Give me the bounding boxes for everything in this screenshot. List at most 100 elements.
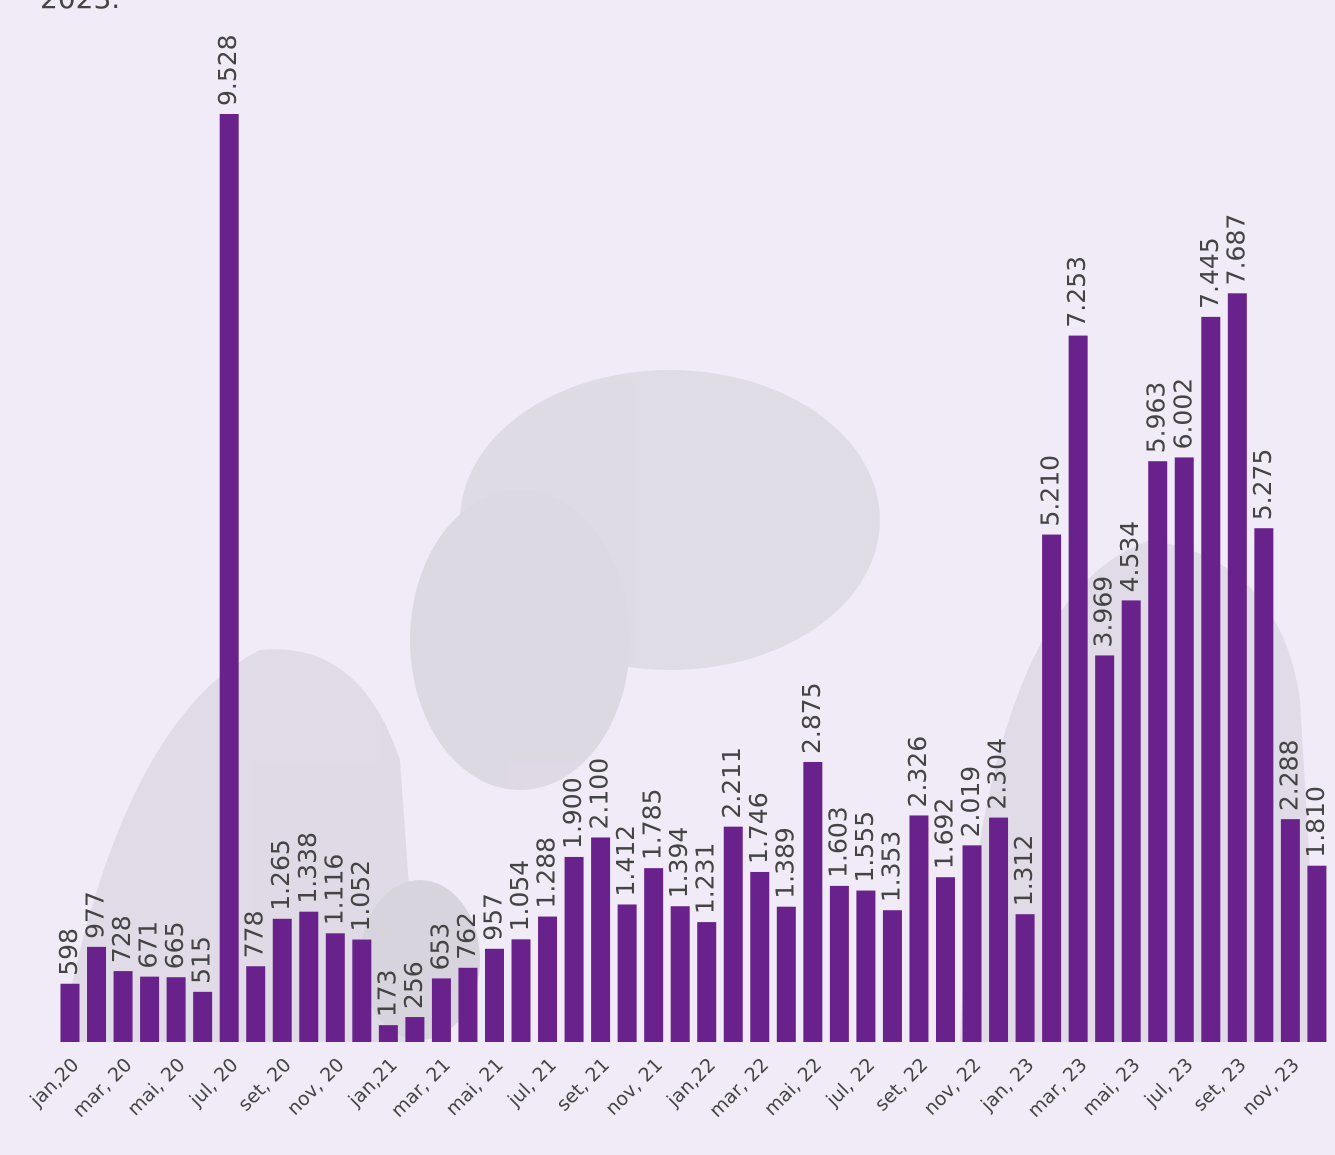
value-label: 1.312 [1009,835,1038,907]
value-label: 957 [478,893,507,941]
bar [644,868,664,1042]
value-label: 3.969 [1089,576,1118,648]
value-label: 515 [187,936,216,984]
bar [962,845,982,1042]
bar [219,114,239,1042]
bar [856,890,876,1042]
value-label: 2.211 [717,747,746,819]
bar [405,1017,425,1042]
bar [538,916,558,1042]
value-label: 2.326 [903,736,932,808]
bar [299,911,319,1042]
bar [1068,335,1088,1042]
value-label: 1.810 [1301,786,1330,858]
bar [246,966,266,1042]
value-label: 1.555 [850,811,879,883]
x-tick-label: mar, 20 [68,1054,136,1122]
bar [458,967,478,1042]
x-tick-label: mai, 20 [123,1054,189,1120]
value-label: 653 [425,923,454,971]
value-label: 1.394 [664,827,693,899]
value-label: 1.265 [266,839,295,911]
bar [776,906,796,1042]
value-label: 1.231 [691,843,720,915]
x-tick-label: nov, 21 [601,1054,667,1120]
value-label: 671 [134,921,163,969]
bar [670,906,690,1042]
bar [1307,865,1327,1042]
bar [564,856,584,1042]
value-label: 5.275 [1248,449,1277,521]
value-label: 762 [452,912,481,960]
value-label: 1.288 [532,837,561,909]
bar [909,815,929,1042]
x-tick-label: jul, 21 [503,1054,561,1112]
x-tick-label: mai, 22 [760,1054,826,1120]
x-tick-label: jul, 22 [821,1054,879,1112]
bar [1015,914,1035,1042]
value-label: 7.687 [1221,214,1250,286]
value-label: 5.963 [1142,382,1171,454]
value-label: 1.412 [611,825,640,897]
bar [829,885,849,1042]
value-label: 1.692 [929,798,958,870]
x-tick-label: mar, 22 [705,1054,773,1122]
bar [60,983,80,1042]
bar [87,946,107,1042]
bar [1148,461,1168,1042]
x-tick-label: mai, 23 [1078,1054,1144,1120]
x-tick-label: jul, 20 [185,1054,243,1112]
value-label: 1.389 [770,827,799,899]
value-label: 2.304 [983,738,1012,810]
bar [1121,600,1141,1042]
bar [1227,293,1247,1043]
value-label: 1.116 [319,854,348,926]
bar [431,978,451,1042]
value-label: 977 [81,891,110,939]
value-label: 1.338 [293,832,322,904]
value-label: 778 [240,911,269,959]
bar [272,918,292,1042]
bar [1174,457,1194,1042]
bar [325,933,345,1042]
bar [140,976,160,1042]
value-label: 9.528 [213,34,242,106]
value-label: 1.054 [505,860,534,932]
value-label: 2.288 [1274,740,1303,812]
x-tick-label: nov, 20 [283,1054,349,1120]
bar [352,939,372,1042]
value-label: 665 [160,922,189,970]
bar [511,939,531,1042]
bar [1042,534,1062,1042]
bar [750,871,770,1042]
value-label: 2.875 [797,682,826,754]
bar [617,904,637,1042]
value-label: 1.785 [638,789,667,861]
value-label: 1.603 [823,806,852,878]
bar [1095,655,1115,1042]
bar [697,922,717,1042]
value-label: 2.019 [956,766,985,838]
bar [591,837,611,1042]
bar [113,971,133,1042]
value-label: 173 [372,969,401,1017]
bar [1280,819,1300,1042]
value-label: 6.002 [1168,378,1197,450]
bar [166,977,186,1042]
value-label: 2.100 [585,758,614,830]
bar [723,826,743,1042]
x-tick-label: nov, 22 [920,1054,986,1120]
x-tick-label: mar, 21 [387,1054,455,1122]
value-label: 7.253 [1062,256,1091,328]
value-label: 1.353 [876,831,905,903]
value-label: 598 [54,928,83,976]
x-tick-label: mar, 23 [1024,1054,1092,1122]
bar [803,761,823,1042]
value-label: 1.746 [744,792,773,864]
bar [882,910,902,1042]
x-tick-label: mai, 21 [442,1054,508,1120]
bar [1254,528,1274,1042]
value-label: 256 [399,961,428,1009]
